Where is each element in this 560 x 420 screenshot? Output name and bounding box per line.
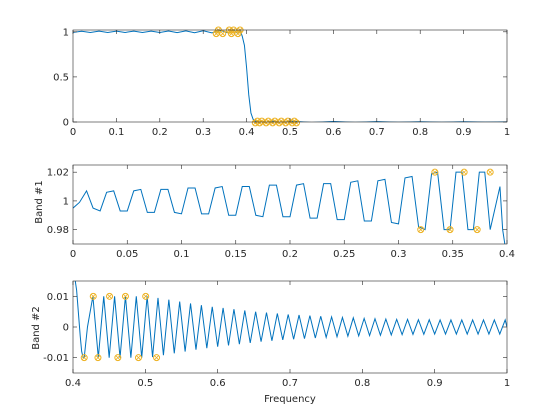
axes-2-xtick-label: 0.1 — [174, 249, 190, 260]
axes-3-extremum-marker — [121, 292, 129, 300]
axes-3-extremum-marker — [80, 354, 88, 362]
axes-3-ytick-label: -0.01 — [43, 353, 69, 364]
axes-3-extremum-marker — [89, 292, 97, 300]
axes-2-ytick-label: 1 — [63, 196, 69, 207]
axes-3-ylabel: Band #2 — [31, 306, 42, 350]
axes-3-xtick-label: 1 — [504, 378, 510, 389]
axes-3-ytick-label: 0 — [63, 323, 69, 334]
axes-2-ylabel: Band #1 — [34, 180, 45, 224]
axes-2-extremum-marker — [473, 226, 481, 234]
axes-1-xtick-label: 0.4 — [239, 127, 255, 138]
axes-2-xtick-label: 0 — [70, 249, 76, 260]
axes-2-extremum-marker — [417, 226, 425, 234]
axes-3-xtick-label: 0.6 — [210, 378, 226, 389]
axes-1-xtick-label: 0.9 — [456, 127, 472, 138]
axes-3-extremum-marker — [106, 292, 114, 300]
axes-1-xtick-label: 0.8 — [412, 127, 428, 138]
axes-1-extremum-marker — [293, 119, 301, 127]
axes-3-extremum-marker — [153, 354, 161, 362]
axes-3-xlabel: Frequency — [264, 394, 316, 405]
axes-3-extremum-marker — [142, 292, 150, 300]
axes-1-extremum-marker — [227, 30, 235, 38]
axes-2-extremum-marker — [431, 168, 439, 176]
axes-3-xtick-label: 0.5 — [137, 378, 153, 389]
axes-2-xtick-label: 0.4 — [499, 249, 515, 260]
axes-3-series-line — [74, 281, 507, 359]
axes-1-extremum-marker — [212, 30, 220, 38]
axes-2-ytick-label: 0.98 — [47, 225, 69, 236]
axes-1-ytick-label: 0.5 — [53, 72, 69, 83]
axes-2-extremum-marker — [486, 168, 494, 176]
axes-2-ytick-label: 1.02 — [47, 168, 69, 179]
axes-2-xtick-label: 0.25 — [333, 249, 355, 260]
axes-2-xtick-label: 0.2 — [282, 249, 298, 260]
axes-2-series-line — [73, 171, 506, 244]
axes-2-extremum-marker — [460, 168, 468, 176]
axes-3-extremum-marker — [134, 354, 142, 362]
axes-2-xtick-label: 0.3 — [391, 249, 407, 260]
axes-3-band-2: Band #2 Frequency 0.4 0.5 0.6 0.7 0.8 0.9 1 -0.… — [31, 280, 510, 405]
axes-1-extremum-marker — [234, 30, 242, 38]
axes-3-xtick-label: 0.4 — [65, 378, 81, 389]
axes-1-ytick-label: 1 — [63, 27, 69, 38]
axes-3-xtick-label: 0.9 — [427, 378, 443, 389]
axes-3-ytick-label: 0.01 — [47, 292, 69, 303]
axes-1-xtick-label: 1 — [504, 127, 510, 138]
axes-1-xtick-label: 0.2 — [152, 127, 168, 138]
axes-1-xtick-label: 0.6 — [325, 127, 341, 138]
axes-2-xtick-label: 0.15 — [225, 249, 247, 260]
axes-3-xtick-label: 0.8 — [354, 378, 370, 389]
axes-3-extremum-marker — [114, 354, 122, 362]
axes-3-extremum-marker — [94, 354, 102, 362]
axes-1-extremum-marker — [219, 30, 227, 38]
axes-1-series-line — [73, 30, 507, 122]
axes-2-extremum-marker — [446, 226, 454, 234]
axes-2-band-1: Band #1 0 0.05 0.1 0.15 0.2 0.25 0.3 0.35 0.4 0.9… — [34, 164, 515, 260]
axes-1-xtick-label: 0.7 — [369, 127, 385, 138]
axes-1-xtick-label: 0 — [70, 127, 76, 138]
axes-1-xtick-label: 0.1 — [108, 127, 124, 138]
axes-1-xtick-label: 0.3 — [195, 127, 211, 138]
axes-1-transfer-function: 0 0.1 0.2 0.3 0.4 0.5 0.6 0.7 0.8 0.9 1 0 0.5 1 — [53, 26, 510, 138]
axes-2-xtick-label: 0.35 — [442, 249, 464, 260]
axes-2-xtick-label: 0.05 — [116, 249, 138, 260]
axes-1-ytick-label: 0 — [63, 118, 69, 129]
axes-1-xtick-label: 0.5 — [282, 127, 298, 138]
axes-3-xtick-label: 0.7 — [282, 378, 298, 389]
